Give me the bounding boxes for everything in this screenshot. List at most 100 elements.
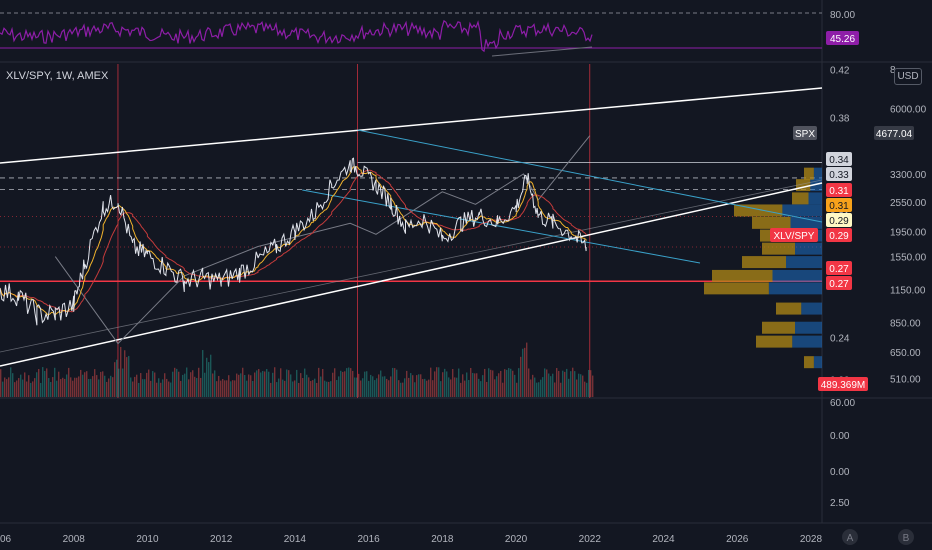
volume-bar bbox=[156, 382, 158, 397]
volume-bar bbox=[574, 371, 576, 397]
volume-bar bbox=[538, 382, 540, 397]
volume-bar bbox=[306, 374, 308, 397]
volume-bar bbox=[104, 375, 106, 397]
volume-bar bbox=[532, 374, 534, 397]
volume-bar bbox=[530, 379, 532, 397]
volume-bar bbox=[194, 376, 196, 397]
volume-bar bbox=[46, 368, 48, 397]
volume-bar bbox=[480, 381, 482, 397]
volume-bar bbox=[108, 378, 110, 397]
volume-bar bbox=[418, 374, 420, 397]
volume-bar bbox=[268, 371, 270, 397]
volume-bar bbox=[198, 367, 200, 397]
spx-tick-label: 850.00 bbox=[890, 318, 921, 329]
volume-bar bbox=[570, 371, 572, 397]
volume-bar bbox=[230, 381, 232, 397]
volume-bar bbox=[40, 382, 42, 397]
volume-bar bbox=[554, 382, 556, 397]
time-tick-label: 2020 bbox=[505, 534, 528, 545]
volume-bar bbox=[182, 374, 184, 397]
price-badge bbox=[826, 183, 852, 197]
volume-bar bbox=[436, 367, 438, 397]
price-badge-label: 4677.04 bbox=[876, 129, 913, 140]
volume-bar bbox=[226, 380, 228, 397]
volume-bar bbox=[224, 380, 226, 397]
price-badge-label: 0.33 bbox=[829, 170, 849, 181]
volume-bar bbox=[590, 370, 592, 397]
volume-bar bbox=[454, 377, 456, 397]
volume-bar bbox=[18, 378, 20, 397]
volume-bar bbox=[4, 377, 6, 397]
volume-bar bbox=[438, 367, 440, 397]
scale-button-b[interactable] bbox=[898, 529, 914, 545]
volume-bar bbox=[320, 376, 322, 397]
volume-bar bbox=[434, 371, 436, 397]
volume-profile-blue-3 bbox=[768, 282, 822, 295]
price-badge bbox=[826, 213, 852, 227]
volume-profile-gold-6 bbox=[762, 242, 795, 255]
symbol-title: XLV/SPY, 1W, AMEX bbox=[6, 70, 109, 82]
volume-bar bbox=[158, 378, 160, 397]
volume-bar bbox=[310, 381, 312, 397]
price-tick-label: 0.24 bbox=[830, 334, 850, 345]
spx-tick-label: 650.00 bbox=[890, 348, 921, 359]
currency-button[interactable]: USD bbox=[894, 68, 922, 85]
volume-bar bbox=[136, 374, 138, 397]
volume-bar bbox=[192, 370, 194, 397]
volume-bar bbox=[352, 370, 354, 397]
volume-bar bbox=[404, 378, 406, 397]
scale-button-a[interactable] bbox=[842, 529, 858, 545]
volume-profile-blue-12 bbox=[813, 167, 822, 180]
spx-tick-label: 1950.00 bbox=[890, 227, 927, 238]
volume-bar bbox=[186, 367, 188, 397]
price-badge bbox=[826, 152, 852, 166]
volume-bar bbox=[162, 379, 164, 397]
volume-bar bbox=[166, 378, 168, 397]
volume-bar bbox=[94, 369, 96, 397]
volume-bar bbox=[78, 376, 80, 397]
volume-bar bbox=[374, 380, 376, 397]
volume-bar bbox=[448, 377, 450, 397]
volume-bar bbox=[58, 371, 60, 397]
volume-bar bbox=[54, 367, 56, 397]
volume-bar bbox=[394, 368, 396, 397]
volume-bar bbox=[254, 372, 256, 397]
volume-bar bbox=[76, 377, 78, 397]
price-badge-label: 0.29 bbox=[829, 231, 849, 242]
volume-profile-blue-5 bbox=[786, 256, 822, 269]
time-tick-label: 2014 bbox=[284, 534, 307, 545]
volume-bar bbox=[468, 380, 470, 397]
lower-panel-tick-label: 2.50 bbox=[830, 498, 850, 509]
volume-bar bbox=[102, 371, 104, 397]
volume-bar bbox=[540, 379, 542, 397]
volume-bar bbox=[284, 380, 286, 397]
price-badge bbox=[874, 126, 914, 140]
volume-bar bbox=[452, 369, 454, 397]
volume-bar bbox=[116, 359, 118, 397]
volume-bar bbox=[564, 371, 566, 397]
volume-profile-blue-13 bbox=[813, 356, 822, 369]
volume-bar bbox=[200, 377, 202, 397]
volume-bar bbox=[322, 369, 324, 397]
volume-bar bbox=[500, 370, 502, 397]
volume-bar bbox=[238, 374, 240, 397]
volume-bar bbox=[180, 380, 182, 397]
volume-bar bbox=[556, 368, 558, 397]
volume-bar bbox=[518, 368, 520, 397]
price-badge bbox=[826, 228, 852, 242]
volume-bar bbox=[124, 350, 126, 397]
volume-bar bbox=[56, 380, 58, 397]
volume-bar bbox=[34, 378, 36, 397]
volume-bar bbox=[32, 381, 34, 397]
volume-bar bbox=[348, 367, 350, 397]
volume-bar bbox=[516, 382, 518, 397]
time-tick-label: 2010 bbox=[136, 534, 159, 545]
volume-bar bbox=[206, 357, 208, 397]
volume-bar bbox=[534, 377, 536, 397]
volume-bar bbox=[118, 368, 120, 397]
price-badge-label: 0.27 bbox=[829, 264, 849, 275]
volume-bar bbox=[12, 373, 14, 397]
volume-bar bbox=[370, 374, 372, 397]
volume-bar bbox=[546, 369, 548, 397]
